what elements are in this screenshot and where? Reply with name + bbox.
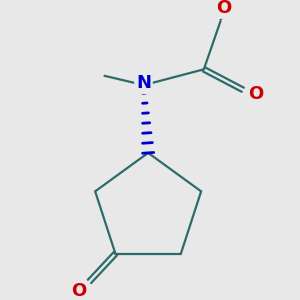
Text: N: N: [136, 74, 151, 92]
Text: O: O: [216, 0, 231, 17]
Text: O: O: [248, 85, 263, 103]
Text: O: O: [70, 282, 86, 300]
